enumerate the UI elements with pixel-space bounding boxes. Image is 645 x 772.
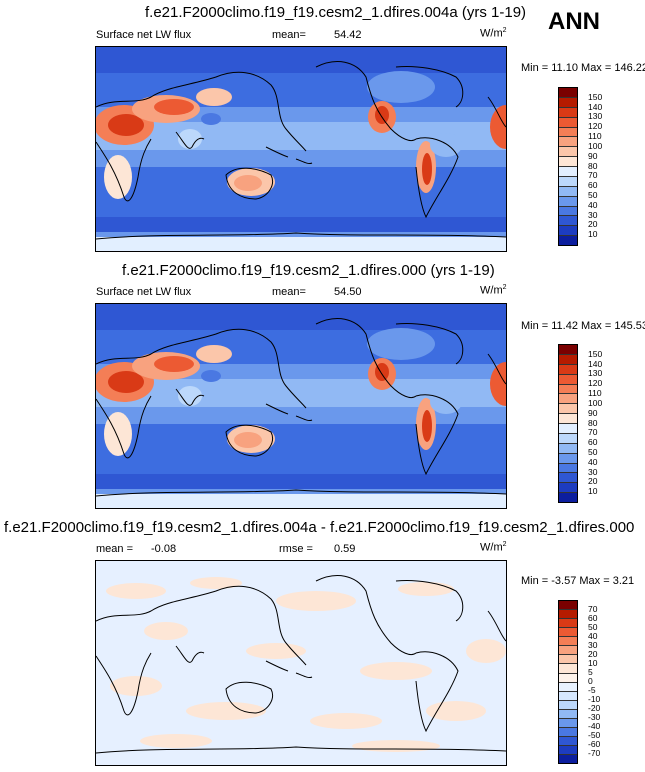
colorbar-label: 70 [588, 170, 598, 181]
colorbar-label: -40 [588, 721, 601, 731]
panel-2-map [95, 303, 507, 509]
panel-2-colorbar [558, 344, 578, 503]
colorbar-label: 20 [588, 476, 598, 487]
colorbar-label: 40 [588, 456, 598, 467]
colorbar-label: 80 [588, 160, 598, 171]
colorbar-label: 90 [588, 407, 598, 418]
panel-1-minmax: Min = 11.10 Max = 146.22 [521, 62, 645, 74]
colorbar-label: 120 [588, 121, 603, 132]
colorbar-label: 70 [588, 427, 598, 438]
colorbar-label: 60 [588, 437, 598, 448]
panel-2-units: W/m2 [480, 284, 507, 297]
panel-2-variable: Surface net LW flux [96, 286, 192, 298]
panel-1-mean-label: mean= [272, 29, 306, 41]
panel-2-mean-label: mean= [272, 286, 306, 298]
colorbar-label: 30 [588, 209, 598, 220]
panel-2-title: f.e21.F2000climo.f19_f19.cesm2_1.dfires.… [122, 262, 495, 279]
panel-3-minmax: Min = -3.57 Max = 3.21 [521, 575, 635, 587]
colorbar-label: -50 [588, 730, 601, 740]
colorbar-label: 20 [588, 219, 598, 230]
colorbar-label: 20 [588, 649, 598, 659]
panel-3-map [95, 560, 507, 766]
colorbar-label: -5 [588, 685, 596, 695]
colorbar-label: -30 [588, 712, 601, 722]
panel-3-title: f.e21.F2000climo.f19_f19.cesm2_1.dfires.… [4, 519, 635, 536]
colorbar-label: -10 [588, 694, 601, 704]
panel-3-rmse-value: 0.59 [334, 543, 356, 555]
panel-3-rmse-label: rmse = [279, 543, 313, 555]
colorbar-label: 10 [588, 229, 598, 240]
colorbar-label: 10 [588, 486, 598, 497]
panel-2-minmax: Min = 11.42 Max = 145.53 [521, 320, 645, 332]
colorbar-label: 100 [588, 397, 603, 408]
panel-3-mean-label: mean = [96, 543, 133, 555]
colorbar-label: 100 [588, 140, 603, 151]
colorbar-label: 50 [588, 622, 598, 632]
colorbar-label: 130 [588, 368, 603, 379]
colorbar-label: 60 [588, 613, 598, 623]
season-label: ANN [548, 8, 600, 35]
colorbar-label: 140 [588, 358, 603, 369]
panel-1-units: W/m2 [480, 27, 507, 40]
colorbar-label: 10 [588, 658, 598, 668]
colorbar-label: 40 [588, 631, 598, 641]
colorbar-label: 60 [588, 180, 598, 191]
colorbar-label: 0 [588, 676, 593, 686]
panel-3-mean-value: -0.08 [151, 543, 177, 555]
panel-1-variable: Surface net LW flux [96, 29, 192, 41]
colorbar-label: 70 [588, 604, 598, 614]
colorbar-label: 110 [588, 131, 602, 142]
panel-3-colorbar [558, 600, 578, 764]
colorbar-label: 50 [588, 189, 598, 200]
colorbar-label: -60 [588, 739, 601, 749]
panel-2-colorbar-labels: 150 140 130 120 110 100 90 80 70 60 50 4… [588, 344, 618, 501]
panel-1-title: f.e21.F2000climo.f19_f19.cesm2_1.dfires.… [145, 4, 527, 21]
colorbar-label: 150 [588, 91, 603, 102]
panel-2-mean-value: 54.50 [334, 286, 362, 298]
colorbar-label: 30 [588, 640, 598, 650]
colorbar-label: 40 [588, 199, 598, 210]
panel-3-units: W/m2 [480, 541, 507, 554]
panel-1-map [95, 46, 507, 252]
colorbar-label: 80 [588, 417, 598, 428]
colorbar-label: 5 [588, 667, 593, 677]
colorbar-label: -70 [588, 748, 601, 758]
colorbar-label: 140 [588, 101, 603, 112]
colorbar-label: 50 [588, 446, 598, 457]
panel-3-colorbar-labels: 70 60 50 40 30 20 10 5 0 -5 -10 -20 -30 … [588, 600, 618, 762]
colorbar-label: 150 [588, 348, 603, 359]
colorbar-label: -20 [588, 703, 601, 713]
colorbar-label: 120 [588, 378, 603, 389]
panel-1-colorbar-labels: 150 140 130 120 110 100 90 80 70 60 50 4… [588, 87, 618, 244]
colorbar-label: 30 [588, 466, 598, 477]
colorbar-label: 90 [588, 150, 598, 161]
colorbar-label: 130 [588, 111, 603, 122]
panel-1-colorbar [558, 87, 578, 246]
panel-1-mean-value: 54.42 [334, 29, 362, 41]
colorbar-label: 110 [588, 388, 602, 399]
